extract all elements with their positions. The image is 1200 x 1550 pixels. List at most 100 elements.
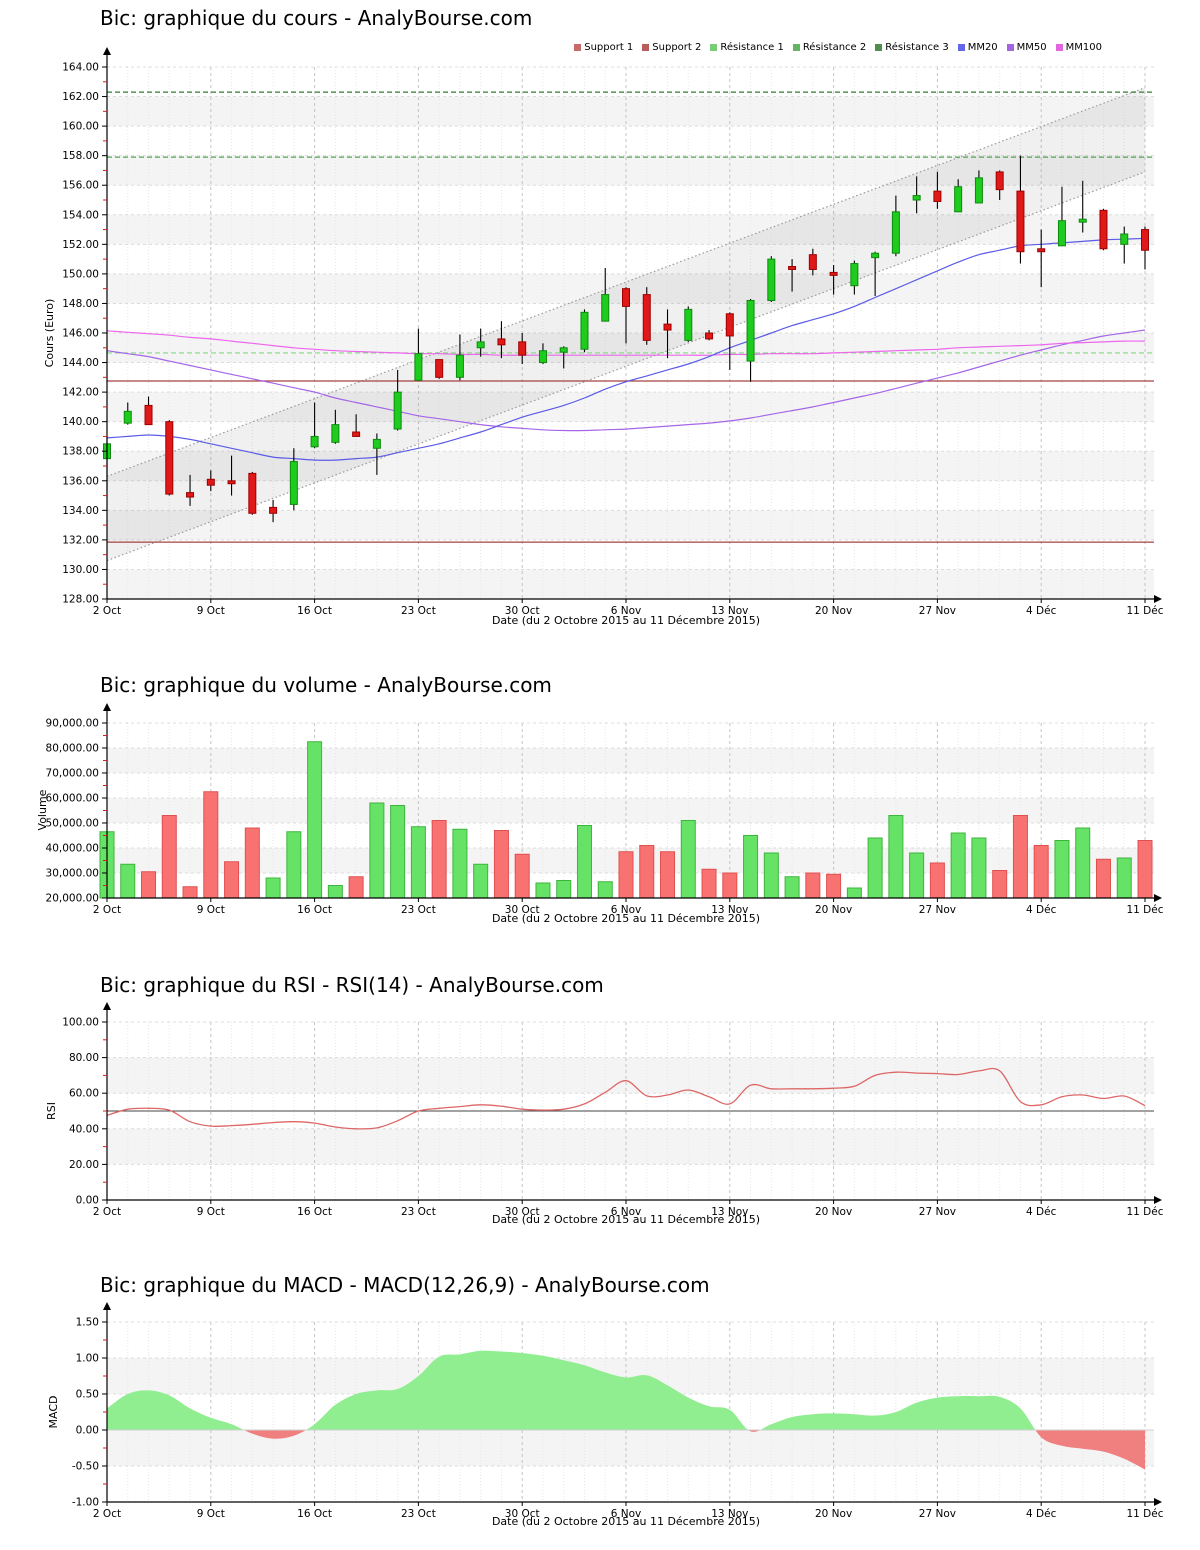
candle-body [269, 506, 278, 514]
y-tick-label: 140.00 [62, 416, 99, 428]
volume-bar [327, 885, 343, 899]
volume-bar [576, 825, 592, 899]
candle-body [871, 252, 880, 259]
x-tick-label: 11 Déc [1126, 605, 1163, 617]
legend-item: Résistance 2 [792, 42, 866, 53]
volume-bar [203, 791, 219, 899]
background-stripes [107, 1057, 1154, 1165]
x-tick-labels: 2 Oct 9 Oct 16 Oct 23 Oct 30 Oct 6 Nov 13 Nov 2… [93, 1502, 1164, 1520]
x-tick-label: 30 Oct [505, 605, 540, 617]
volume-x-axis-label: Date (du 2 Octobre 2015 au 11 Décembre 2… [492, 912, 760, 925]
x-tick-label: 16 Oct [297, 904, 332, 916]
x-tick-labels: 2 Oct 9 Oct 16 Oct 23 Oct 30 Oct 6 Nov 13 Nov 2… [93, 1200, 1164, 1218]
x-tick-label: 11 Déc [1126, 904, 1163, 916]
rsi-chart-canvas: RSI Date (du 2 Octobre 2015 au 11 Décemb… [45, 1002, 1164, 1226]
y-tick-label: 162.00 [62, 91, 99, 103]
y-axis-arrow-icon [103, 47, 111, 55]
candle-body [497, 338, 506, 346]
mm100-line [106, 330, 1146, 356]
candle-body [663, 323, 672, 331]
volume-bar [224, 861, 240, 899]
volume-bar [1012, 815, 1028, 899]
mm50-line [106, 329, 1146, 432]
candle-body [518, 341, 527, 356]
legend-label: MM100 [1065, 42, 1102, 53]
legend-item: MM50 [1006, 42, 1047, 53]
y-axis-arrow-icon [103, 1302, 111, 1310]
legend-swatch-icon [642, 44, 650, 51]
x-tick-label: 2 Oct [93, 904, 121, 916]
y-tick-label: 160.00 [62, 121, 99, 133]
volume-bar [348, 876, 364, 899]
x-tick-label: 16 Oct [297, 1508, 332, 1520]
candle-body [850, 263, 859, 287]
volume-bar [390, 805, 406, 899]
legend-item: Résistance 3 [875, 42, 949, 53]
x-tick-label: 20 Nov [815, 1508, 852, 1520]
volume-bar [493, 830, 509, 899]
x-tick-label: 30 Oct [505, 1206, 540, 1218]
price-chart-section: Bic: graphique du cours - AnalyBourse.co… [0, 0, 1200, 660]
background-stripes [107, 748, 1154, 873]
axes [103, 1002, 1162, 1204]
candle-body [123, 410, 132, 424]
candle-body [1141, 229, 1149, 251]
rsi-y-axis-label: RSI [45, 1102, 58, 1120]
y-tick-label: 30,000.00 [46, 868, 99, 880]
volume-bar [597, 881, 613, 899]
x-tick-label: 27 Nov [919, 605, 956, 617]
candle-body [165, 421, 174, 495]
candle-body [954, 186, 963, 213]
volume-bar [660, 851, 676, 899]
x-tick-label: 16 Oct [297, 1206, 332, 1218]
price-y-axis-label: Cours (Euro) [43, 299, 56, 368]
y-tick-label: 142.00 [62, 387, 99, 399]
y-tick-label: 154.00 [62, 209, 99, 221]
candle-body [144, 404, 153, 426]
volume-bar [265, 877, 281, 899]
candle-body [372, 438, 381, 449]
y-tick-labels: 0.00 20.00 40.00 60.00 80.00 100.00 [62, 1017, 107, 1207]
x-tick-label: 6 Nov [611, 605, 642, 617]
y-tick-label: 128.00 [62, 594, 99, 606]
y-tick-label: 150.00 [62, 268, 99, 280]
rsi-line [106, 1067, 1146, 1130]
legend-label: Résistance 3 [885, 42, 949, 53]
volume-bar [888, 815, 904, 899]
candle-body [310, 435, 319, 448]
macd-area-positive [107, 1350, 1145, 1430]
candle-body [331, 424, 340, 443]
volume-bar [763, 852, 779, 899]
x-tick-label: 23 Oct [401, 605, 436, 617]
x-tick-label: 23 Oct [401, 1508, 436, 1520]
legend-label: Support 2 [652, 42, 702, 53]
rsi-chart-section: Bic: graphique du RSI - RSI(14) - AnalyB… [0, 965, 1200, 1255]
candle-body [974, 177, 983, 204]
candle-body [227, 480, 236, 485]
candle-body [912, 195, 921, 201]
price-chart-canvas: Cours (Euro) Date (du 2 Octobre 2015 au … [43, 47, 1164, 627]
candle-body [186, 492, 195, 498]
candle-body [622, 288, 630, 307]
x-tick-label: 9 Oct [197, 904, 225, 916]
legend-swatch-icon [1055, 44, 1063, 51]
candle-body [1037, 248, 1046, 253]
price-x-axis-label: Date (du 2 Octobre 2015 au 11 Décembre 2… [492, 614, 760, 627]
x-tick-label: 2 Oct [93, 605, 121, 617]
volume-y-axis-label: Volume [36, 789, 49, 830]
volume-bar [452, 828, 468, 899]
legend-swatch-icon [875, 44, 883, 51]
y-tick-label: 130.00 [62, 564, 99, 576]
background-stripes [107, 96, 1154, 599]
y-tick-label: 60,000.00 [46, 793, 99, 805]
y-tick-label: 132.00 [62, 534, 99, 546]
macd-area-negative [107, 1430, 1145, 1470]
candle-body [808, 254, 817, 270]
y-tick-label: 156.00 [62, 180, 99, 192]
candle-body [891, 211, 900, 254]
x-axis-arrow-icon [1154, 1196, 1162, 1204]
legend-label: Résistance 1 [720, 42, 784, 53]
volume-chart-title: Bic: graphique du volume - AnalyBourse.c… [100, 673, 552, 697]
y-tick-label: -0.50 [72, 1461, 99, 1473]
x-tick-label: 11 Déc [1126, 1206, 1163, 1218]
